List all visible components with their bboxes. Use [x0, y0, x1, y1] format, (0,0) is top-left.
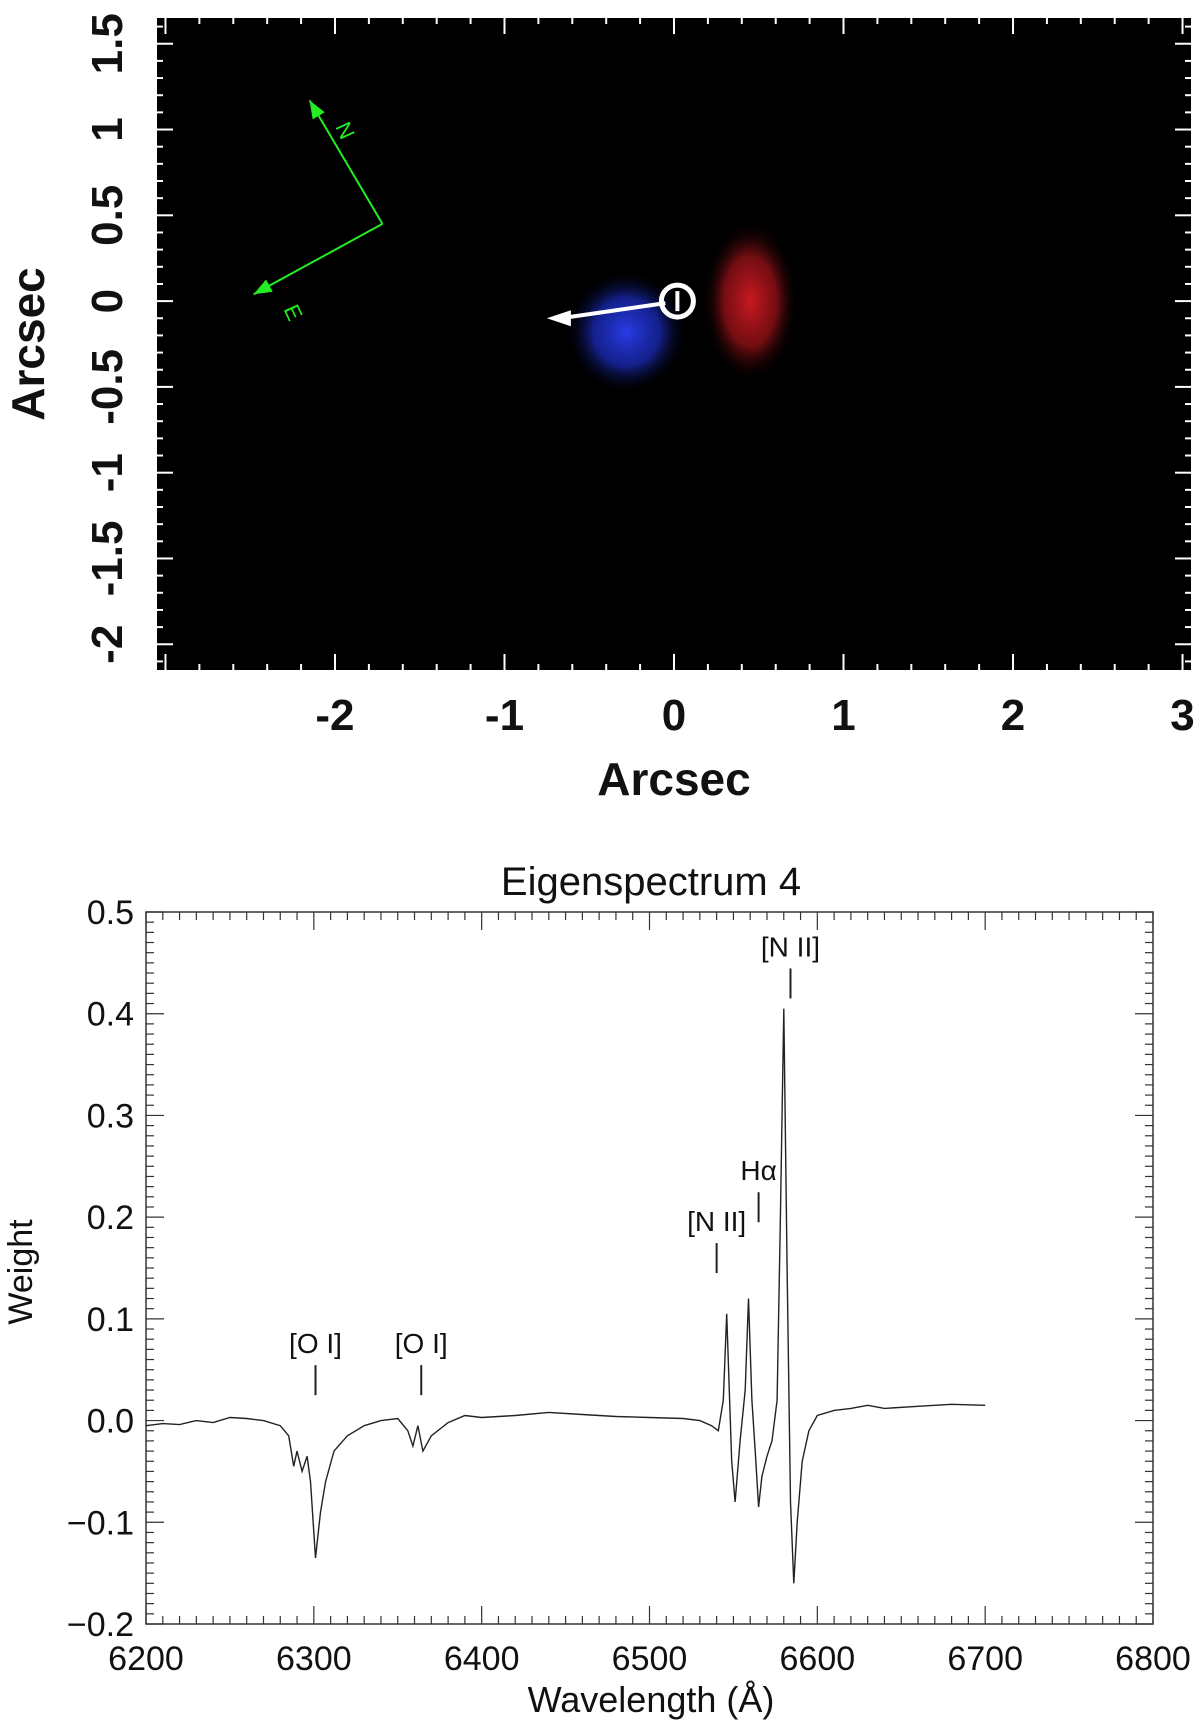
- compass-north-arrow-shaft: [308, 99, 384, 225]
- spec-x-tick-label: 6800: [1115, 1640, 1191, 1678]
- map-y-tick-label: 0.5: [83, 185, 132, 246]
- map-x-tick-label: 3: [1170, 691, 1194, 740]
- spec-x-tick-label: 6400: [444, 1640, 520, 1678]
- velocity-arrow-shaft: [560, 301, 666, 321]
- map-y-tick-label: -1: [83, 453, 132, 492]
- map-x-tick-label: 2: [1001, 691, 1025, 740]
- map-x-tick-label: -1: [485, 691, 524, 740]
- spectrum-title: Eigenspectrum 4: [501, 860, 801, 904]
- map-y-tick-label: -0.5: [83, 349, 132, 425]
- map-y-axis-label: Arcsec: [2, 267, 54, 420]
- annotation-label: [O I]: [395, 1328, 448, 1359]
- spec-y-tick-label: 0.5: [87, 894, 134, 932]
- annotation-label: Hα: [740, 1155, 776, 1186]
- map-y-tick-label: -2: [83, 625, 132, 664]
- spectrum-ytick-labels: −0.2 −0.1 0.0 0.1 0.2 0.3 0.4 0.5: [67, 894, 134, 1644]
- spectrum-x-axis-label: Wavelength (Å): [528, 1679, 775, 1720]
- spec-y-tick-label: −0.1: [67, 1504, 134, 1542]
- blue-emission-blob: [565, 270, 688, 394]
- spec-y-tick-label: 0.4: [87, 996, 134, 1034]
- spec-y-tick-label: 0.2: [87, 1199, 134, 1237]
- spec-x-tick-label: 6300: [276, 1640, 352, 1678]
- line-annotations: [O I] [O I] [N II] Hα [N II]: [289, 931, 820, 1396]
- compass-east-arrow-shaft: [253, 223, 383, 296]
- map-xtick-labels: -2 -1 0 1 2 3: [315, 691, 1194, 740]
- spec-y-tick-label: 0.0: [87, 1403, 134, 1441]
- spectrum-line: [145, 1008, 986, 1584]
- map-ytick-labels: -2 -1.5 -1 -0.5 0 0.5 1 1.5: [83, 13, 132, 664]
- map-x-tick-label: 0: [662, 691, 686, 740]
- map-y-tick-label: 1: [83, 117, 132, 141]
- compass-north-arrow-head: [309, 100, 325, 120]
- annotation-label: [O I]: [289, 1328, 342, 1359]
- spectrum-ticks: [145, 911, 1154, 1625]
- map-blobs: [565, 219, 799, 394]
- map-y-tick-label: 1.5: [83, 13, 132, 74]
- spectrum-panel: Eigenspectrum 4 6200 6300 6400 6500 6600 6700…: [2, 860, 1191, 1720]
- map-panel: NE -2 -1 0 1 2 3 -2-1.5-1-0.500.511.5 Arcsec …: [2, 13, 1195, 805]
- map-x-axis-label: Arcsec: [597, 753, 750, 805]
- spectrum-y-axis-label: Weight: [2, 1219, 40, 1325]
- map-y-tick-label: -1.5: [83, 521, 132, 597]
- spec-x-tick-label: 6200: [108, 1640, 184, 1678]
- spec-y-tick-label: 0.3: [87, 1097, 134, 1135]
- spec-y-tick-label: −0.2: [67, 1606, 134, 1644]
- velocity-arrow-head: [546, 310, 571, 327]
- compass-east-arrow-head: [253, 279, 273, 295]
- map-ticks: [157, 18, 1191, 670]
- plot-area: [145, 911, 1154, 1625]
- map-y-tick-label: 0: [83, 289, 132, 313]
- map-x-tick-label: -2: [315, 691, 354, 740]
- spec-y-tick-label: 0.1: [87, 1301, 134, 1339]
- spectrum-xtick-labels: 6200 6300 6400 6500 6600 6700 6800: [108, 1640, 1191, 1678]
- annotation-label: [N II]: [687, 1206, 746, 1237]
- center-marker-circle: [658, 282, 696, 320]
- map-x-tick-label: 1: [831, 691, 855, 740]
- red-emission-blob: [701, 219, 799, 383]
- map-marker: [546, 282, 696, 327]
- spec-x-tick-label: 6500: [612, 1640, 688, 1678]
- spec-x-tick-label: 6600: [780, 1640, 856, 1678]
- annotation-label: [N II]: [761, 931, 820, 962]
- spec-x-tick-label: 6700: [947, 1640, 1023, 1678]
